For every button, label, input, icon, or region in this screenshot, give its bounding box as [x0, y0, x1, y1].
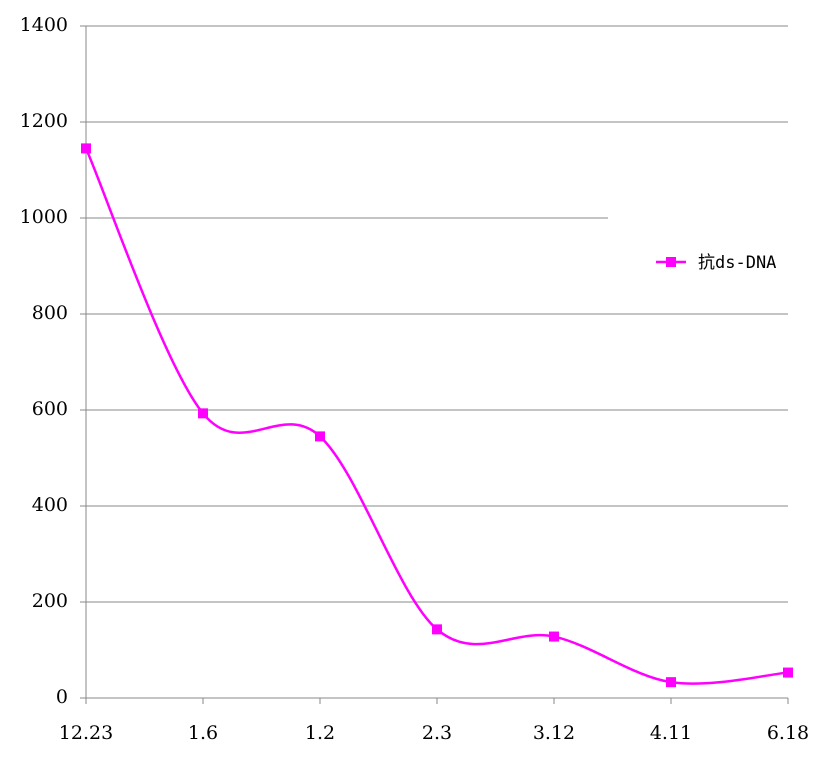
y-tick-label: 0	[56, 686, 68, 708]
point-marker	[783, 667, 793, 678]
legend-marker	[666, 257, 676, 267]
point-marker	[432, 624, 442, 635]
y-tick-label: 800	[32, 302, 68, 324]
point-marker	[666, 677, 676, 688]
y-tick-label: 200	[32, 590, 68, 612]
x-tick-label: 4.11	[650, 722, 692, 744]
series-line	[84, 147, 789, 685]
y-tick-label: 1200	[20, 110, 68, 132]
point-marker	[549, 631, 559, 642]
x-tick-label: 3.12	[533, 722, 575, 744]
y-tick-label: 1400	[20, 14, 68, 36]
legend-label: 抗ds-DNA	[698, 253, 776, 273]
x-tick-label: 6.18	[767, 722, 809, 744]
point-marker	[81, 143, 91, 154]
y-tick-label: 400	[32, 494, 68, 516]
y-tick-label: 600	[32, 398, 68, 420]
legend-bg	[608, 200, 798, 300]
x-tick-label: 1.2	[305, 722, 335, 744]
point-marker	[198, 408, 208, 419]
x-tick-label: 1.6	[188, 722, 218, 744]
y-tick-label: 1000	[20, 206, 68, 228]
x-tick-label: 2.3	[422, 722, 452, 744]
x-tick-label: 12.23	[59, 722, 113, 744]
point-marker	[315, 431, 325, 442]
